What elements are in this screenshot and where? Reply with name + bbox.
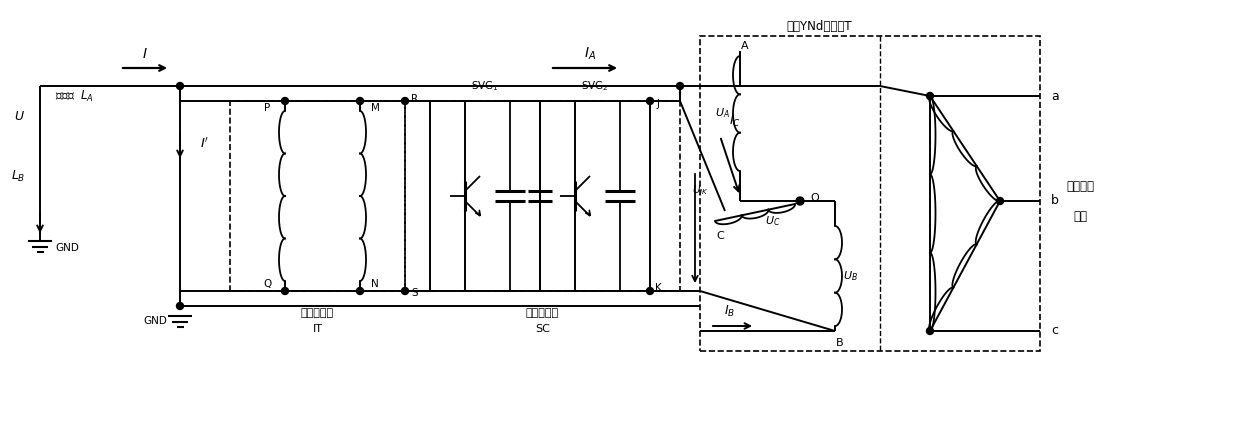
Circle shape (677, 83, 683, 90)
Text: $I_A$: $I_A$ (584, 46, 596, 62)
Text: B: B (836, 338, 843, 348)
Text: $U_A$: $U_A$ (714, 107, 729, 120)
Text: C: C (717, 231, 724, 241)
Circle shape (357, 98, 363, 104)
Text: K: K (655, 283, 661, 293)
Text: SVG$_2$: SVG$_2$ (582, 79, 609, 93)
Circle shape (997, 198, 1003, 205)
Bar (405, 101, 680, 291)
Text: $L_B$: $L_B$ (11, 169, 25, 184)
Text: 隔离变压器: 隔离变压器 (301, 308, 334, 318)
Circle shape (926, 327, 934, 334)
Text: $I_C$: $I_C$ (729, 113, 740, 128)
Text: 输电线  $L_A$: 输电线 $L_A$ (55, 88, 94, 103)
Circle shape (402, 98, 408, 104)
Bar (430, 101, 539, 291)
Text: a: a (1052, 90, 1059, 103)
Text: S: S (412, 288, 418, 298)
Circle shape (281, 98, 289, 104)
Text: SVG$_1$: SVG$_1$ (471, 79, 498, 93)
Bar (701, 36, 1040, 351)
Text: $I$: $I$ (143, 47, 148, 61)
Circle shape (646, 98, 653, 104)
Text: $I'$: $I'$ (200, 137, 210, 151)
Text: $I_B$: $I_B$ (724, 303, 735, 318)
Text: M: M (371, 103, 379, 113)
Text: IT: IT (312, 324, 322, 334)
Text: SC: SC (536, 324, 549, 334)
Text: 用户侧三: 用户侧三 (1066, 179, 1094, 193)
Text: b: b (1052, 194, 1059, 207)
Text: GND: GND (55, 243, 79, 253)
Circle shape (176, 302, 184, 310)
Text: $U_C$: $U_C$ (765, 214, 780, 228)
Text: $U_B$: $U_B$ (842, 269, 858, 283)
Circle shape (176, 83, 184, 90)
Text: GND: GND (143, 316, 167, 326)
Circle shape (281, 288, 289, 294)
Text: $U_{JK}$: $U_{JK}$ (692, 184, 708, 198)
Text: N: N (371, 279, 379, 289)
Circle shape (796, 197, 804, 205)
Text: O: O (811, 193, 820, 203)
Text: $U$: $U$ (14, 110, 25, 123)
Text: c: c (1052, 325, 1059, 338)
Text: 电源变换器: 电源变换器 (526, 308, 559, 318)
Circle shape (926, 92, 934, 99)
Circle shape (402, 288, 408, 294)
Text: 三相YNd变压器T: 三相YNd变压器T (786, 20, 852, 33)
Text: A: A (742, 41, 749, 51)
Text: R: R (412, 94, 419, 104)
Bar (229, 101, 405, 291)
Text: J: J (656, 99, 660, 109)
Circle shape (357, 288, 363, 294)
Bar (539, 101, 650, 291)
Text: Q: Q (263, 279, 272, 289)
Text: 相电: 相电 (1073, 210, 1087, 223)
Circle shape (646, 288, 653, 294)
Text: P: P (264, 103, 270, 113)
